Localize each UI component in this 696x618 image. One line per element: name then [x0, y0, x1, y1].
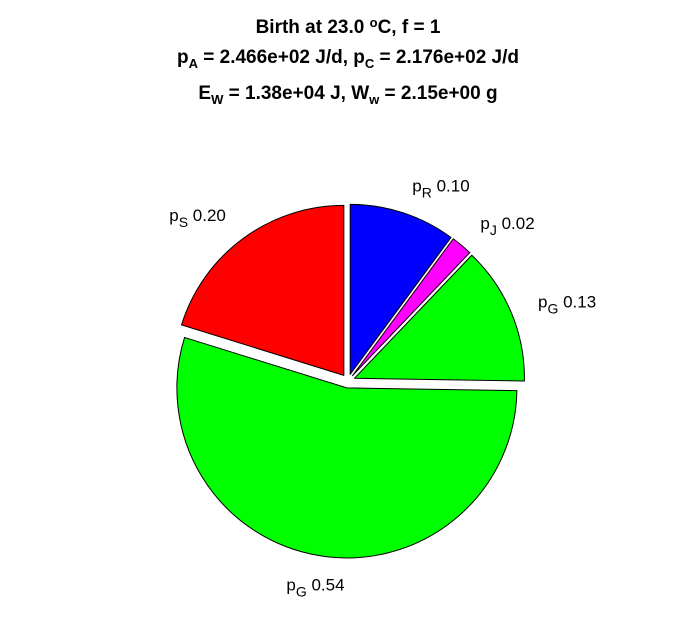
chart-title: Birth at 23.0 oC, f = 1 pA = 2.466e+02 J…	[0, 8, 696, 115]
pie-slice-label-3: pG 0.54	[286, 575, 344, 599]
title-line-2: pA = 2.466e+02 J/d, pC = 2.176e+02 J/d	[0, 43, 696, 79]
EW-subscript: W	[211, 92, 224, 107]
pC-value: = 2.176e+02 J/d	[374, 47, 520, 68]
degree-symbol: o	[369, 15, 378, 30]
pie-slice-pr-0	[349, 203, 452, 375]
pie-slice-label-4: pS 0.20	[169, 206, 226, 230]
title-text: Birth at 23.0	[255, 17, 370, 38]
pie-slice-label-2: pG 0.13	[538, 292, 596, 316]
pie-slice-pg-2	[353, 254, 525, 382]
pie-slice-label-1: pJ 0.02	[480, 214, 534, 238]
EW-symbol: E	[198, 83, 212, 104]
pA-value: = 2.466e+02 J/d,	[197, 47, 354, 68]
Ww-subscript: w	[369, 92, 380, 107]
Ww-value: = 2.15e+00 g	[379, 83, 498, 104]
Ww-symbol: W	[351, 83, 370, 104]
pie-slice-pg-3	[176, 336, 518, 559]
title-text-rest: C, f = 1	[377, 17, 441, 38]
pC-symbol: p	[353, 47, 365, 68]
title-line-3: EW = 1.38e+04 J, Ww = 2.15e+00 g	[0, 79, 696, 115]
pie-slice-label-0: pR 0.10	[412, 176, 469, 200]
pie-slice-pj-1	[352, 238, 471, 377]
title-line-1: Birth at 23.0 oC, f = 1	[0, 8, 696, 43]
pA-subscript: A	[188, 56, 198, 71]
pie-slice-ps-4	[181, 204, 345, 376]
pC-subscript: C	[364, 56, 375, 71]
EW-value: = 1.38e+04 J,	[223, 83, 352, 104]
pA-symbol: p	[176, 47, 189, 68]
